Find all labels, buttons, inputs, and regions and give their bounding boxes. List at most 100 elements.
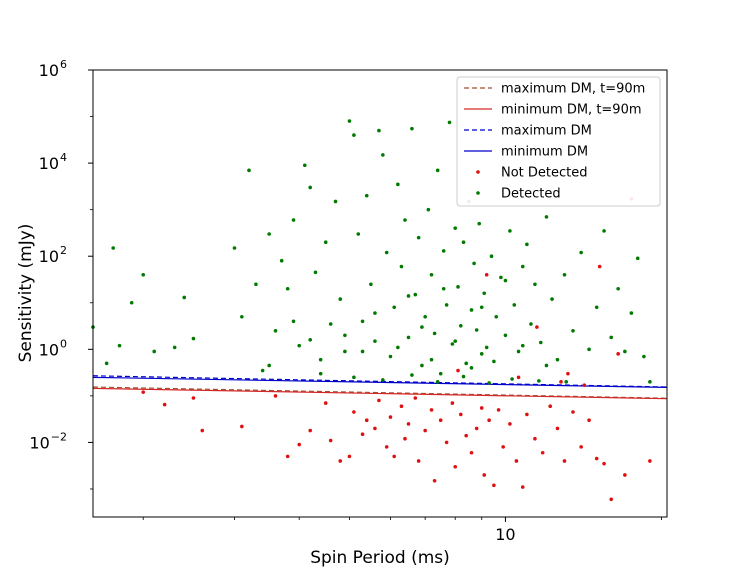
- not-detected-point: [456, 368, 460, 373]
- not-detected-point: [416, 459, 421, 463]
- detected-point: [420, 363, 424, 368]
- y-tick-exponent: 6: [60, 58, 67, 71]
- legend-box: [456, 76, 661, 207]
- detected-point: [396, 182, 400, 187]
- threshold-line-3: [92, 376, 668, 389]
- not-detected-point: [482, 473, 487, 477]
- not-detected-point: [479, 406, 484, 410]
- detected-point: [343, 333, 347, 338]
- not-detected-point: [360, 432, 365, 437]
- not-detected-point: [240, 424, 244, 429]
- detected-point: [616, 286, 620, 291]
- detected-point: [429, 357, 434, 362]
- detected-point: [450, 342, 455, 346]
- detected-point: [562, 272, 567, 277]
- detected-point: [555, 357, 560, 362]
- not-detected-point: [609, 497, 614, 502]
- detected-point: [377, 128, 381, 133]
- not-detected-point: [323, 401, 328, 405]
- detected-point: [508, 229, 512, 233]
- not-detected-point: [162, 402, 167, 407]
- y-tick-label: 106: [39, 58, 67, 80]
- not-detected-point: [484, 272, 489, 277]
- not-detected-point: [432, 478, 437, 483]
- detected-point: [129, 300, 134, 305]
- detected-point: [494, 314, 499, 319]
- detected-point: [461, 240, 466, 244]
- detected-point: [152, 349, 156, 354]
- y-tick-exponent: 0: [60, 337, 67, 350]
- not-detected-point: [587, 418, 591, 423]
- detected-point: [472, 261, 476, 266]
- legend-label: minimum DM, t=90m: [501, 103, 642, 118]
- detected-point: [635, 256, 640, 261]
- legend-point-swatch: [476, 191, 480, 195]
- detected-point: [240, 314, 244, 319]
- detected-point: [381, 378, 385, 382]
- detected-point: [384, 250, 389, 255]
- y-tick-exponent: −2: [51, 430, 67, 443]
- detected-point: [479, 352, 484, 356]
- legend-label: maximum DM, t=90m: [501, 82, 645, 97]
- not-detected-point: [597, 264, 602, 269]
- not-detected-point: [423, 428, 427, 433]
- detected-point: [426, 207, 431, 212]
- not-detected-point: [508, 422, 512, 426]
- detected-point: [338, 297, 343, 301]
- not-detected-point: [429, 408, 434, 412]
- detected-point: [525, 242, 529, 247]
- detected-point: [388, 354, 393, 359]
- detected-point: [648, 380, 652, 384]
- not-detected-point: [388, 415, 393, 419]
- legend-label: maximum DM: [501, 124, 592, 139]
- detected-point: [487, 381, 491, 385]
- plot-frame: [92, 69, 668, 518]
- detected-point: [356, 232, 361, 236]
- detected-point: [512, 303, 517, 307]
- not-detected-point: [453, 464, 458, 469]
- not-detected-point: [525, 412, 529, 417]
- not-detected-point: [520, 485, 525, 489]
- not-detected-point: [200, 428, 205, 433]
- not-detected-point: [540, 450, 545, 455]
- not-detected-point: [328, 438, 333, 443]
- legend-label: Not Detected: [501, 166, 588, 181]
- detected-point: [441, 249, 446, 253]
- detected-point: [477, 221, 482, 226]
- detected-point: [587, 347, 591, 352]
- detected-point: [550, 297, 554, 301]
- not-detected-point: [469, 450, 474, 455]
- detected-point: [182, 295, 187, 300]
- not-detected-point: [364, 418, 369, 423]
- detected-point: [352, 133, 356, 137]
- x-tick-label: 10: [495, 525, 515, 544]
- not-detected-point: [533, 436, 537, 441]
- not-detected-point: [492, 483, 496, 488]
- detected-point: [403, 218, 407, 222]
- not-detected-point: [616, 352, 620, 356]
- detected-point: [474, 328, 479, 332]
- not-detected-point: [285, 454, 290, 459]
- not-detected-point: [347, 454, 352, 459]
- detected-point: [232, 246, 237, 250]
- x-axis-label: Spin Period (ms): [310, 548, 450, 568]
- detected-point: [406, 294, 411, 298]
- y-tick-label: 102: [39, 244, 67, 266]
- detected-point: [602, 229, 606, 233]
- detected-point: [410, 373, 414, 377]
- detected-point: [410, 126, 414, 131]
- detected-point: [373, 311, 377, 315]
- detected-point: [291, 319, 296, 324]
- detected-point: [503, 333, 508, 338]
- detected-point: [308, 185, 313, 190]
- detected-point: [141, 272, 146, 277]
- detected-point: [373, 339, 377, 343]
- detected-point: [499, 275, 503, 280]
- legend: maximum DM, t=90m minimum DM, t=90m maximu…: [456, 76, 661, 207]
- detected-point: [104, 361, 109, 366]
- not-detected-point: [579, 445, 583, 449]
- detected-point: [318, 357, 323, 362]
- detected-point: [564, 380, 569, 384]
- detected-point: [413, 292, 418, 297]
- detected-point: [435, 380, 440, 384]
